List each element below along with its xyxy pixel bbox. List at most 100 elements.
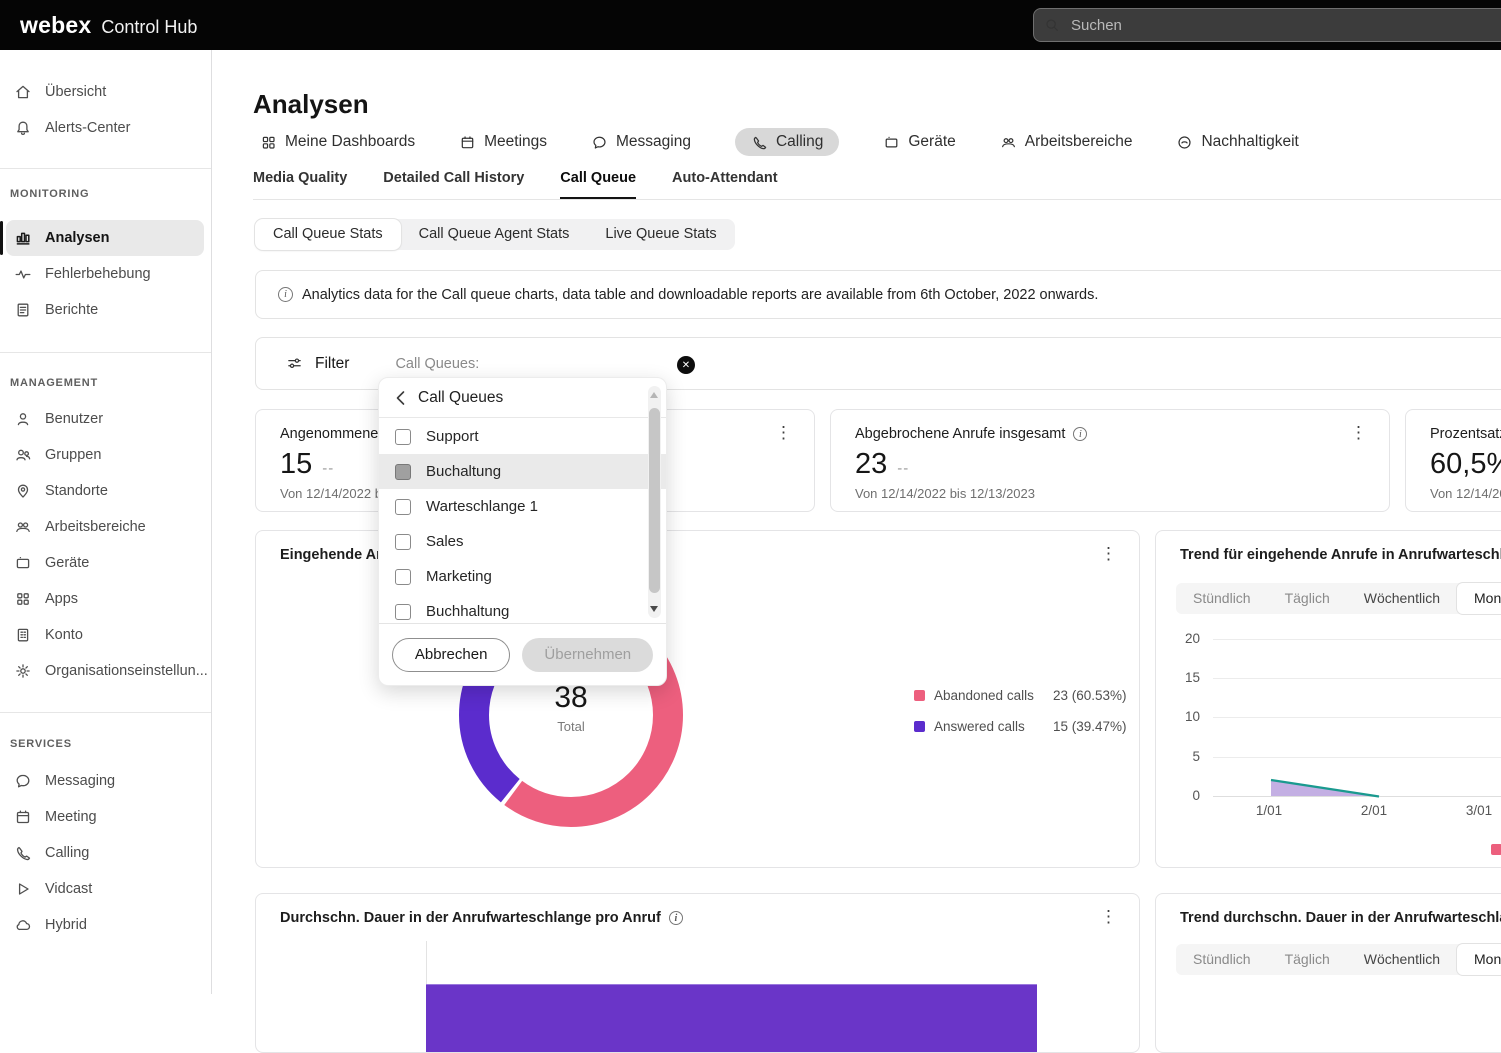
sidebar-divider [0,168,211,169]
sidebar-item-hybrid[interactable]: Hybrid [0,907,210,943]
sidebar-item-messaging[interactable]: Messaging [0,763,210,799]
dashboards-icon [262,136,275,149]
sidebar-item-vidcast[interactable]: Vidcast [0,871,210,907]
sidebar-item-label: Konto [45,627,83,643]
subtab-call-queue[interactable]: Call Queue [560,170,637,200]
sidebar-item-meeting[interactable]: Meeting [0,799,210,835]
scroll-down-icon[interactable] [650,606,658,612]
legend-item-abandoned[interactable]: Abandoned calls 23 (60.53%) [914,688,1127,703]
page-title: Analysen [253,89,369,120]
checkbox[interactable] [395,603,411,620]
tab-nachhaltigkeit[interactable]: Nachhaltigkeit [1176,133,1299,151]
gtab-taeglich[interactable]: Täglich [1284,590,1330,606]
gtab-woechentlich[interactable]: Wöchentlich [1363,590,1440,606]
filter-label[interactable]: Filter [315,354,350,372]
scroll-up-icon[interactable] [650,392,658,398]
option-buchhaltung[interactable]: Buchhaltung [379,594,666,625]
y-tick: 15 [1184,670,1200,685]
tab-geraete[interactable]: Geräte [883,133,956,151]
back-chevron-icon[interactable] [395,390,406,406]
clear-filter-icon[interactable]: ✕ [677,356,695,374]
sidebar-item-standorte[interactable]: Standorte [0,473,210,509]
legend-item-answered[interactable]: Answered calls 15 (39.47%) [914,719,1127,734]
kpi-value: 15 [280,448,313,480]
subtab-media-quality[interactable]: Media Quality [253,170,348,186]
kebab-menu-icon[interactable]: ⋮ [775,423,792,442]
search-input[interactable] [1069,15,1449,35]
trend-card-title: Trend für eingehende Anrufe in Anrufwart… [1180,547,1501,563]
gtab-monatlich[interactable]: Monatlich [1457,944,1501,975]
gtab-stuendlich[interactable]: Stündlich [1193,590,1251,606]
kebab-menu-icon[interactable]: ⋮ [1350,423,1367,442]
chat-icon [593,136,606,149]
sidebar-item-analysen[interactable]: Analysen [6,220,204,256]
gtab-woechentlich[interactable]: Wöchentlich [1363,951,1440,967]
duration-card-title: Durchschn. Dauer in der Anrufwarteschlan… [280,910,683,926]
filter-icon[interactable] [286,355,303,372]
sidebar-item-gruppen[interactable]: Gruppen [0,437,210,473]
option-support[interactable]: Support [379,419,666,454]
sidebar-item-geraete[interactable]: Geräte [0,545,210,581]
cloud-icon [16,920,31,931]
info-icon[interactable]: i [668,911,683,925]
sidebar-item-alerts-center[interactable]: Alerts-Center [0,110,210,146]
trend-line [1270,778,1380,798]
avg-queue-duration-card: Durchschn. Dauer in der Anrufwarteschlan… [255,893,1140,1053]
donut-card-title: Eingehende An [280,547,385,563]
info-icon[interactable]: i [1073,427,1088,441]
dropdown-scrollbar[interactable] [648,386,661,618]
segment-call-queue-agent-stats[interactable]: Call Queue Agent Stats [418,226,570,242]
gridline [1213,678,1501,679]
filter-field-call-queues[interactable]: Call Queues: [395,355,480,372]
sidebar-item-arbeitsbereiche[interactable]: Arbeitsbereiche [0,509,210,545]
sidebar-item-benutzer[interactable]: Benutzer [0,401,210,437]
sidebar-divider [0,352,211,353]
cancel-button[interactable]: Abbrechen [391,637,511,672]
groups-icon [16,449,31,461]
tab-calling[interactable]: Calling [734,128,840,156]
sidebar-item-calling[interactable]: Calling [0,835,210,871]
subtab-detailed-call-history[interactable]: Detailed Call History [383,170,525,186]
tab-messaging[interactable]: Messaging [591,133,691,151]
checkbox[interactable] [395,533,411,550]
legend-value: 23 (60.53%) [1053,688,1127,703]
segment-live-queue-stats[interactable]: Live Queue Stats [605,226,717,242]
global-search[interactable] [1033,8,1501,42]
kebab-menu-icon[interactable]: ⋮ [1100,544,1117,563]
option-buchaltung[interactable]: Buchaltung [379,454,666,489]
sidebar-item-label: Analysen [45,230,110,246]
tab-label: Messaging [616,133,691,150]
scrollbar-thumb[interactable] [649,408,660,593]
option-warteschlange-1[interactable]: Warteschlange 1 [379,489,666,524]
apply-button[interactable]: Übernehmen [522,637,654,672]
sidebar-item-apps[interactable]: Apps [0,581,210,617]
option-marketing[interactable]: Marketing [379,559,666,594]
tab-meine-dashboards[interactable]: Meine Dashboards [260,133,415,151]
checkbox[interactable] [395,498,411,515]
gtab-taeglich[interactable]: Täglich [1284,951,1330,967]
sidebar-item-label: Standorte [45,483,108,499]
sidebar-item-fehlerbehebung[interactable]: Fehlerbehebung [0,256,210,292]
x-tick: 3/01 [1465,803,1493,818]
checkbox[interactable] [395,428,411,445]
sidebar: Übersicht Alerts-Center MONITORING Analy… [0,50,212,994]
segment-call-queue-stats[interactable]: Call Queue Stats [255,219,401,250]
subtab-auto-attendant[interactable]: Auto-Attendant [672,170,778,186]
gtab-monatlich[interactable]: Monatlich [1457,583,1501,614]
checkbox[interactable] [395,463,411,480]
option-sales[interactable]: Sales [379,524,666,559]
sidebar-item-uebersicht[interactable]: Übersicht [0,74,210,110]
sidebar-item-berichte[interactable]: Berichte [0,292,210,328]
kebab-menu-icon[interactable]: ⋮ [1100,907,1117,926]
sidebar-item-organisationseinstellungen[interactable]: Organisationseinstellun... [0,653,210,689]
user-icon [17,413,29,426]
sidebar-item-label: Alerts-Center [45,120,131,136]
checkbox[interactable] [395,568,411,585]
sidebar-item-konto[interactable]: Konto [0,617,210,653]
sidebar-section-management: MANAGEMENT [10,377,99,389]
info-icon: i [278,287,293,302]
tab-meetings[interactable]: Meetings [459,133,547,151]
gtab-stuendlich[interactable]: Stündlich [1193,951,1251,967]
sidebar-item-label: Organisationseinstellun... [45,663,208,679]
tab-arbeitsbereiche[interactable]: Arbeitsbereiche [1000,133,1132,151]
